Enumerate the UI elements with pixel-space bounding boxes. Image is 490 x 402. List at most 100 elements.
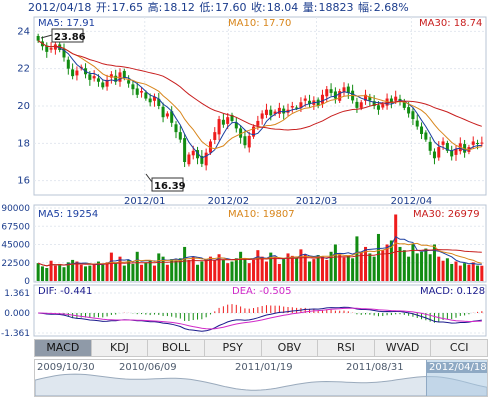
macd-dea-line: [38, 307, 482, 330]
volume-bar: [221, 259, 225, 281]
volume-bar: [36, 263, 40, 281]
volume-bar: [303, 254, 307, 281]
volume-bar: [454, 261, 458, 281]
volume-ma5-line: [38, 235, 482, 267]
volume-bar: [299, 249, 303, 281]
volume-bar: [480, 265, 484, 281]
candle-body: [105, 79, 109, 87]
dif-label: DIF: -0.441: [38, 286, 92, 297]
nav-date-4: 2011/08/31: [346, 362, 404, 373]
volume-bar: [346, 255, 350, 281]
tab-rsi[interactable]: RSI: [318, 340, 375, 356]
volume-bar: [325, 259, 329, 281]
low-label: 低:: [199, 1, 215, 14]
volume-bar: [157, 253, 161, 281]
volume-bar: [463, 263, 467, 281]
low-value: 17.60: [215, 1, 247, 14]
macd-y-tick-label: -1.361: [1, 329, 30, 339]
volume-bar: [127, 259, 131, 281]
candle-body: [445, 142, 449, 151]
volume-bar: [118, 256, 122, 281]
volume-bar: [467, 264, 471, 281]
candle-body: [428, 141, 432, 151]
candle-body: [407, 107, 411, 114]
volume-ma30-line: [38, 249, 482, 267]
max-callout-text: 23.86: [54, 32, 86, 43]
candle-body: [480, 142, 484, 144]
candle-body: [346, 86, 350, 93]
tab-cci[interactable]: CCI: [449, 341, 469, 354]
candle-body: [191, 150, 195, 156]
volume-y-tick-label: 0: [24, 277, 30, 287]
candle-body: [333, 91, 337, 99]
volume-bar: [109, 252, 113, 281]
volume-bar: [445, 258, 449, 281]
volume-bar: [122, 265, 126, 281]
candle-body: [183, 138, 187, 162]
volume-bar: [243, 259, 247, 281]
volume-bar: [45, 268, 49, 281]
volume-bar: [66, 262, 70, 281]
candle-body: [92, 76, 96, 79]
indicator-tabs: MACD KDJ BOLL PSY OBV RSI WVAD CCI: [34, 339, 488, 357]
nav-date-5: 2012/04/18: [427, 362, 487, 373]
volume-bar: [196, 264, 200, 281]
tab-obv[interactable]: OBV: [262, 340, 319, 356]
tab-kdj[interactable]: KDJ: [92, 340, 149, 356]
nav-date-1: 2009/10/30: [37, 362, 95, 373]
candle-body: [273, 111, 277, 114]
candle-body: [174, 124, 178, 133]
volume-bar: [269, 252, 273, 281]
candle-body: [277, 107, 281, 114]
volume-label: 量:: [302, 1, 318, 14]
candle-body: [36, 36, 40, 41]
volume-bar: [381, 250, 385, 281]
tab-wvad[interactable]: WVAD: [375, 340, 432, 356]
price-x-tick-label: 2012/03: [296, 196, 338, 207]
volume-bar: [333, 244, 337, 281]
macd-y-tick-label: 1.361: [4, 289, 30, 299]
price-x-tick-label: 2012/02: [208, 196, 250, 207]
candle-body: [355, 101, 359, 108]
tab-psy[interactable]: PSY: [205, 340, 262, 356]
candle-body: [127, 80, 131, 84]
candle-body: [140, 91, 144, 93]
volume-bar: [376, 233, 380, 281]
candle-body: [96, 78, 100, 82]
candle-body: [131, 84, 135, 90]
volume-bar: [204, 259, 208, 281]
volume-moving-averages: [38, 235, 482, 267]
macd-dif-line: [38, 306, 482, 332]
volume-bar: [432, 244, 436, 281]
volume-bar: [40, 266, 44, 281]
price-y-tick-label: 24: [17, 26, 30, 37]
volume-bar: [200, 261, 204, 281]
tab-macd[interactable]: MACD: [35, 340, 92, 356]
price-y-tick-label: 16: [17, 176, 30, 187]
volume-bar: [450, 263, 454, 281]
volume-bar: [342, 257, 346, 281]
candle-body: [208, 141, 212, 153]
candle-body: [256, 120, 260, 126]
price-x-tick-label: 2012/01: [124, 196, 166, 207]
candle-body: [221, 119, 225, 125]
volume-bar: [359, 251, 363, 281]
volume-bar: [53, 265, 57, 281]
candle-body: [471, 141, 475, 145]
volume-bar: [152, 265, 156, 281]
volume-bar: [208, 256, 212, 281]
tab-boll[interactable]: BOLL: [148, 340, 205, 356]
candle-body: [316, 99, 320, 106]
candle-body: [53, 44, 57, 50]
candle-body: [71, 69, 75, 77]
volume-bar: [264, 261, 268, 281]
volume-bar: [394, 214, 398, 281]
candle-body: [66, 59, 70, 69]
change-value: 2.68%: [373, 1, 409, 14]
range-navigator[interactable]: 2009/10/30 2010/06/09 2011/01/19 2011/08…: [34, 359, 488, 397]
volume-bar: [277, 263, 281, 281]
volume-bar: [256, 250, 260, 281]
volume-bar: [415, 253, 419, 281]
volume-bar: [96, 261, 100, 281]
